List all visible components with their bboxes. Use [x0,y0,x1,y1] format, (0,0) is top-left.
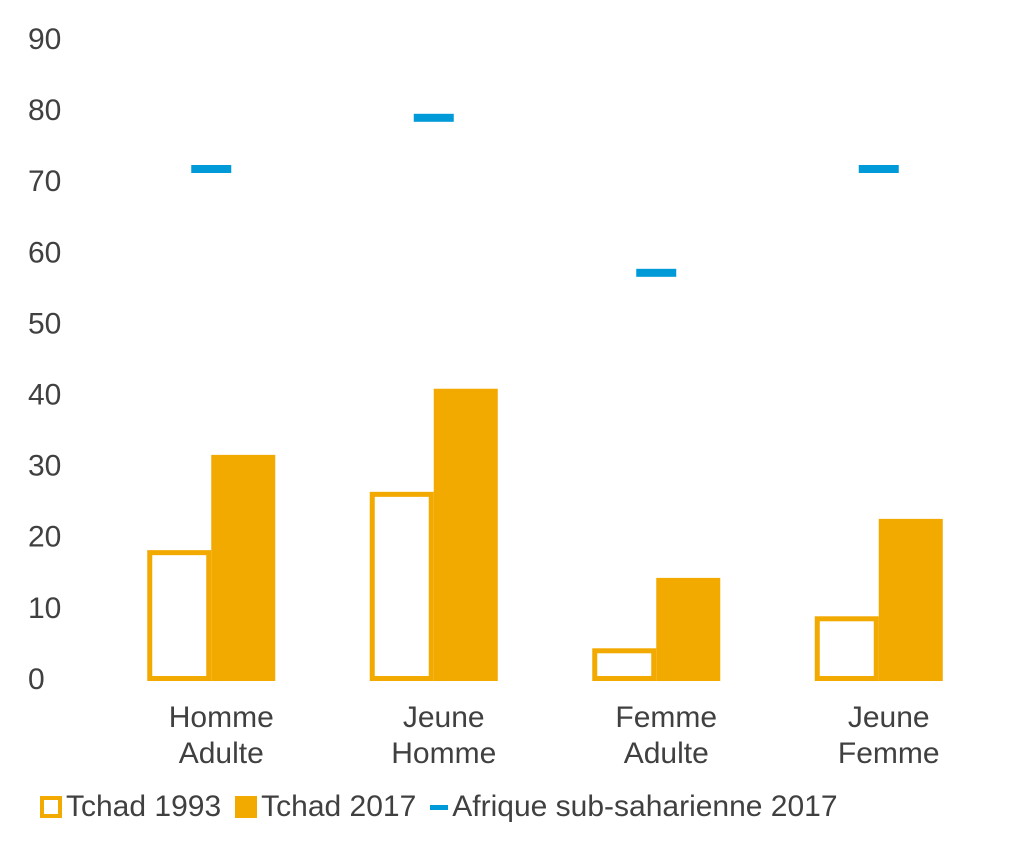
marker [191,165,232,173]
y-tick-label: 90 [28,23,61,56]
legend-swatch [235,796,258,818]
bar [814,616,879,681]
y-tick-label: 60 [28,236,61,269]
x-tick-label: Femme Adulte [615,701,718,770]
marker [636,268,677,277]
bar [656,577,721,681]
bar [433,388,498,681]
x-tick-label: Jeune Femme [837,701,940,770]
legend-swatch [40,796,62,818]
bar [369,491,434,681]
legend-item: Afrique sub-saharienne 2017 [430,790,838,824]
legend-item: Tchad 1993 [40,790,221,824]
legend-label: Tchad 1993 [66,790,222,823]
legend-item: Tchad 2017 [235,790,416,824]
y-tick-label: 40 [28,378,61,411]
bar [592,648,657,681]
y-tick-label: 20 [28,521,61,554]
bar [147,550,212,682]
marker [858,165,899,173]
y-tick-label: 0 [28,663,45,696]
y-tick-label: 80 [28,94,61,127]
bar [211,454,276,681]
x-tick-label: Jeune Homme [391,701,497,770]
y-tick-label: 70 [28,165,61,198]
x-tick-label: Homme Adulte [168,701,274,770]
legend-label: Tchad 2017 [261,790,417,823]
legend-label: Afrique sub-saharienne 2017 [452,790,838,823]
y-tick-label: 30 [28,450,61,483]
legend-swatch [430,804,449,810]
bar [878,518,943,681]
marker [413,113,454,122]
y-tick-label: 10 [28,592,61,625]
y-tick-label: 50 [28,307,61,340]
legend: Tchad 1993 Tchad 2017 Afrique sub-saharien… [40,790,852,824]
